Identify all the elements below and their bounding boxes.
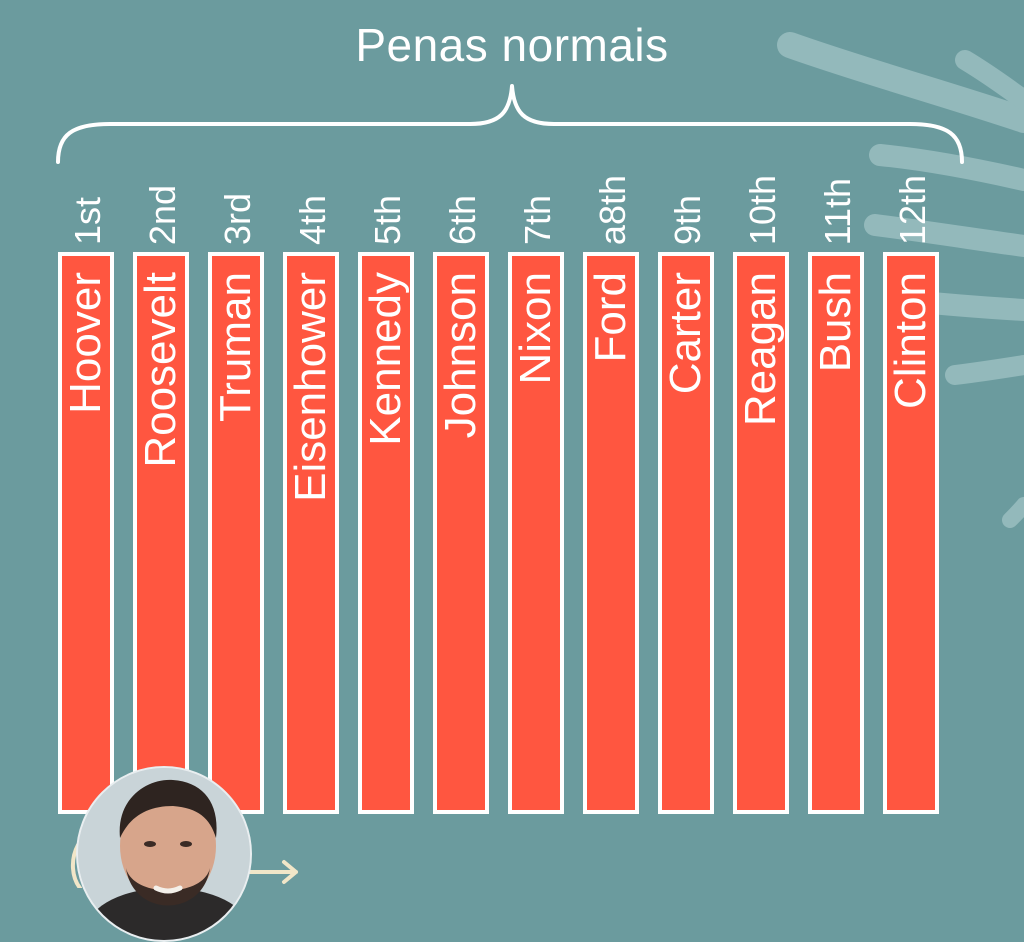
president-bar: Roosevelt: [133, 252, 189, 814]
president-bar: Reagan: [733, 252, 789, 814]
arrow-right-icon: [71, 843, 298, 888]
slide: Penas normais 1st 2nd 3rd 4th 5th 6th 7t…: [56, 19, 1024, 942]
president-bar: Eisenhower: [283, 252, 339, 814]
president-bar: Truman: [208, 252, 264, 814]
president-bar: Clinton: [883, 252, 939, 814]
president-bar: Bush: [808, 252, 864, 814]
presenter-avatar: [76, 766, 252, 942]
president-bar: Hoover: [58, 252, 114, 814]
leaf-decoration-icon: [777, 32, 1024, 528]
slide-title: Penas normais: [355, 19, 669, 71]
president-bar: Ford: [583, 252, 639, 814]
president-bar: Carter: [658, 252, 714, 814]
president-bar: Kennedy: [358, 252, 414, 814]
president-bar: Nixon: [508, 252, 564, 814]
curly-brace-icon: [56, 84, 964, 164]
presenter-face-icon: [78, 768, 250, 940]
president-bar: Johnson: [433, 252, 489, 814]
